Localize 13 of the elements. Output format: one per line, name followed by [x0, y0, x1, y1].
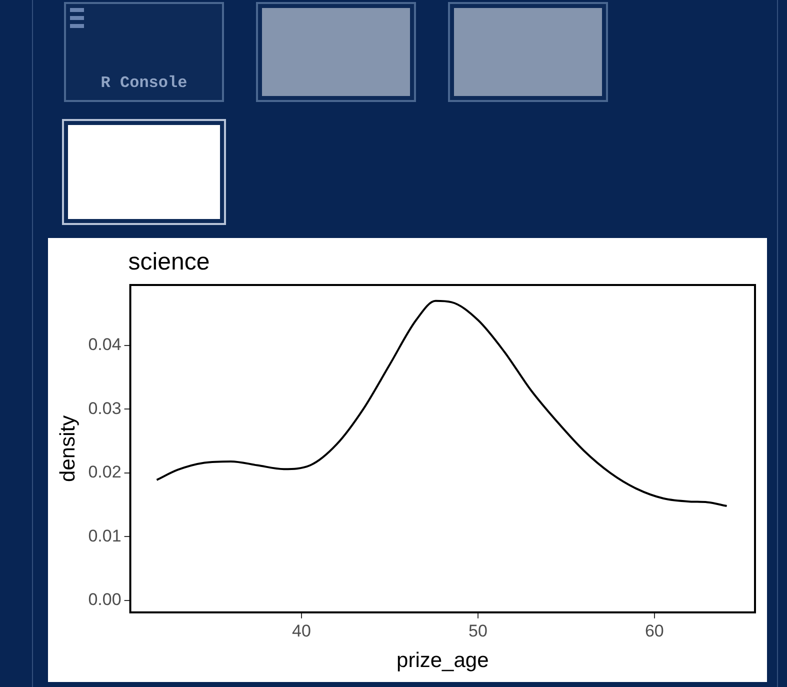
y-tick-label: 0.00 [88, 590, 122, 609]
x-axis-title: prize_age [396, 649, 489, 672]
y-tick-label: 0.04 [88, 335, 122, 354]
chart-title: science [128, 248, 210, 276]
y-tick-label: 0.01 [88, 526, 122, 546]
y-tick-label: 0.02 [88, 462, 122, 482]
y-axis-title: density [56, 414, 80, 482]
x-tick-label: 40 [292, 621, 311, 640]
x-tick-label: 60 [644, 621, 664, 640]
text: R Console [100, 74, 188, 92]
x-tick-label: 50 [468, 621, 488, 640]
line-series [156, 300, 728, 508]
y-tick-label: 0.03 [88, 398, 122, 418]
